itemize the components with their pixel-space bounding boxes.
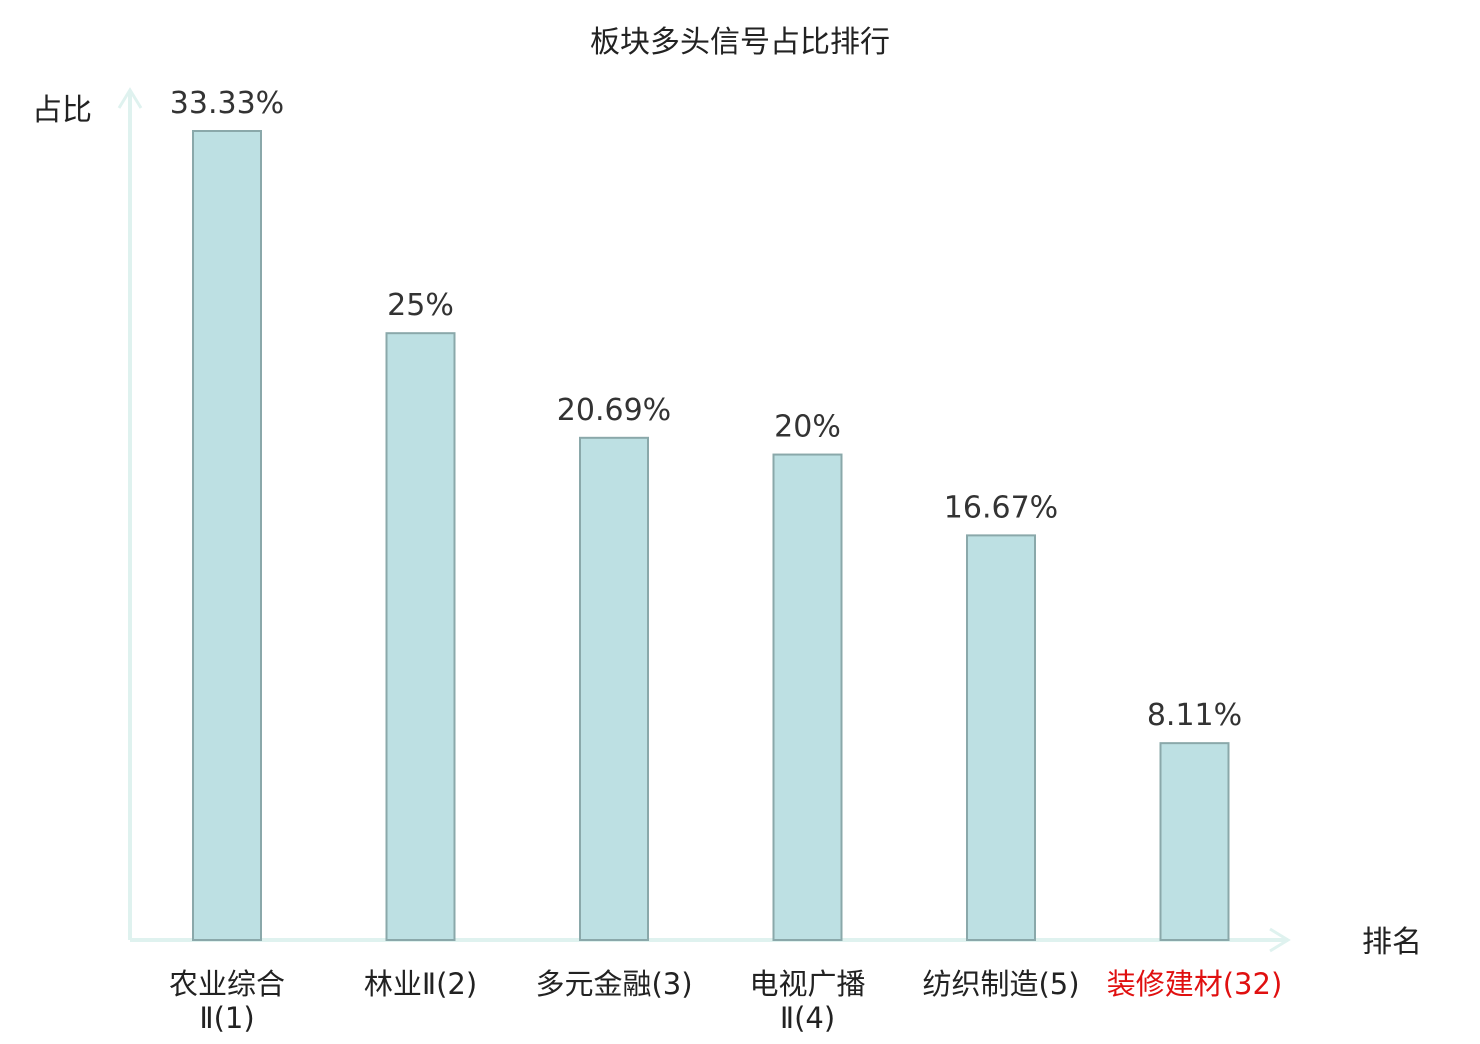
- category-tick-label: Ⅱ(4): [780, 1001, 835, 1035]
- category-tick-label-highlighted: 装修建材(32): [1107, 967, 1283, 1001]
- x-axis-label: 排名: [1362, 925, 1422, 960]
- bar: [385, 332, 456, 941]
- x-axis: [130, 927, 1291, 953]
- bar-value-label: 25%: [387, 288, 454, 323]
- bar-value-label: 33.33%: [170, 86, 284, 121]
- y-axis-label: 占比: [32, 93, 92, 128]
- y-axis-arrow-icon: [117, 87, 143, 109]
- bar: [966, 534, 1036, 942]
- y-axis: [117, 87, 143, 940]
- bar-value-label: 20.69%: [557, 393, 671, 428]
- bar-value-label: 20%: [774, 410, 841, 445]
- category-tick-label: 林业Ⅱ(2): [364, 967, 477, 1001]
- bar-value-label: 16.67%: [944, 490, 1058, 525]
- category-tick-label: 纺织制造(5): [922, 967, 1079, 1001]
- bar-value-label: 8.11%: [1147, 698, 1242, 733]
- bar: [579, 436, 649, 941]
- category-tick-label: 多元金融(3): [535, 967, 692, 1001]
- bar: [772, 453, 843, 941]
- category-tick-label: 电视广播: [749, 967, 865, 1001]
- x-axis-arrow-icon: [1269, 927, 1291, 953]
- chart-title: 板块多头信号占比排行: [590, 25, 890, 60]
- category-tick-label: Ⅱ(1): [199, 1001, 254, 1035]
- bar: [192, 130, 262, 941]
- bar: [1159, 742, 1230, 942]
- category-tick-label: 农业综合: [169, 967, 285, 1001]
